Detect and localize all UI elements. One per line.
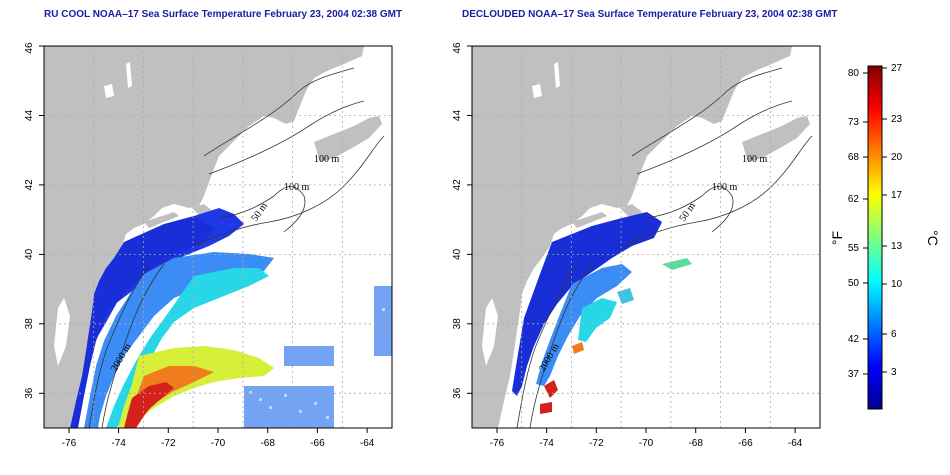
y-tick-label: 42: [24, 179, 35, 191]
x-tick-label: -64: [788, 438, 803, 449]
lat-lon-grid: [472, 46, 820, 428]
depth-label-100m: 100 m: [712, 182, 738, 193]
y-tick-label: 36: [452, 387, 463, 399]
x-tick-label: -76: [490, 438, 505, 449]
x-tick-label: -72: [589, 438, 604, 449]
celsius-tick-label: 10: [891, 279, 903, 290]
celsius-tick-label: 6: [891, 329, 897, 340]
lake: [104, 84, 114, 98]
sst-shelf-water: [536, 264, 632, 386]
y-tick-label: 44: [452, 110, 463, 122]
lat-lon-grid: [44, 46, 392, 428]
sst-gulf-stream-core: [124, 382, 174, 428]
fahrenheit-tick-label: 42: [848, 334, 860, 345]
sst-cold-water: [512, 212, 662, 396]
x-tick-label: -74: [111, 438, 126, 449]
axis-ticks: [467, 45, 796, 433]
x-tick-label: -70: [211, 438, 226, 449]
lake: [554, 62, 560, 88]
fahrenheit-tick-label: 37: [848, 369, 860, 380]
celsius-tick-label: 17: [891, 190, 903, 201]
fahrenheit-tick-label: 55: [848, 243, 860, 254]
x-tick-label: -68: [260, 438, 275, 449]
nova-scotia-land: [742, 116, 810, 162]
sst-coastal-water: [70, 216, 214, 428]
cloud-speckle: [249, 308, 385, 419]
celsius-tick-label: 23: [891, 114, 903, 125]
sst-gulf-stream-core: [544, 380, 558, 398]
right-panel-title: DECLOUDED NOAA–17 Sea Surface Temperatur…: [462, 9, 838, 20]
bathymetry-contours: [516, 67, 813, 428]
x-tick-label: -66: [738, 438, 753, 449]
celsius-unit-label: °C: [925, 230, 941, 246]
fahrenheit-unit-label: °F: [829, 231, 845, 245]
y-tick-label: 36: [24, 387, 35, 399]
long-island-land: [144, 212, 179, 228]
bathymetry-contours: [88, 67, 385, 428]
land-mass: [472, 46, 792, 428]
fahrenheit-tick-label: 62: [848, 194, 860, 205]
axis-ticks: [39, 45, 368, 433]
depth-label-100m: 100 m: [284, 182, 310, 193]
left-map-panel: 100 m 100 m 50 m 2000 m -76: [24, 42, 393, 449]
lake: [126, 62, 132, 88]
sst-cold-water: [92, 208, 244, 346]
fahrenheit-tick-label: 73: [848, 117, 860, 128]
chesapeake-bay: [482, 298, 498, 366]
left-panel-title: RU COOL NOAA–17 Sea Surface Temperature …: [44, 9, 403, 20]
cape-cod-land: [620, 204, 642, 218]
x-tick-label: -70: [639, 438, 654, 449]
land-mass: [44, 46, 364, 428]
celsius-tick-label: 13: [891, 241, 903, 252]
fahrenheit-tick-label: 80: [848, 68, 860, 79]
colorbar-gradient: [867, 65, 883, 410]
sst-warm-water: [118, 346, 274, 428]
celsius-tick-label: 20: [891, 152, 903, 163]
y-tick-label: 42: [452, 179, 463, 191]
colorbar-ticks: [863, 67, 887, 375]
sst-mid-water: [662, 258, 692, 270]
sst-warm-water: [572, 342, 584, 354]
fahrenheit-tick-label: 50: [848, 278, 860, 289]
y-tick-label: 40: [452, 248, 463, 260]
long-island-land: [572, 212, 607, 228]
chesapeake-bay: [54, 298, 70, 366]
x-tick-label: -72: [161, 438, 176, 449]
celsius-tick-label: 3: [891, 367, 897, 378]
x-tick-label: -66: [310, 438, 325, 449]
sst-gulf-stream: [126, 366, 214, 428]
y-tick-label: 44: [24, 110, 35, 122]
x-tick-label: -74: [539, 438, 554, 449]
y-tick-label: 46: [24, 42, 35, 54]
y-tick-label: 46: [452, 42, 463, 54]
fahrenheit-tick-label: 68: [848, 152, 860, 163]
y-tick-label: 40: [24, 248, 35, 260]
temperature-colorbar: 80 73 68 62 55 50 42 37 27 23 20 17 13 1…: [829, 63, 941, 410]
lake: [532, 84, 542, 98]
x-tick-label: -68: [688, 438, 703, 449]
depth-label-100m: 100 m: [314, 154, 340, 165]
x-tick-label: -64: [360, 438, 375, 449]
x-tick-label: -76: [62, 438, 77, 449]
right-map-panel: 100 m 100 m 50 m 2000 m -76 -74: [452, 42, 821, 449]
sst-mid-water: [106, 268, 269, 428]
y-tick-label: 38: [24, 318, 35, 330]
sst-mid-water: [578, 298, 617, 342]
depth-label-100m: 100 m: [742, 154, 768, 165]
y-tick-label: 38: [452, 318, 463, 330]
celsius-tick-label: 27: [891, 63, 903, 74]
sst-shelf-water: [84, 252, 274, 428]
sst-gulf-stream-core: [540, 402, 552, 414]
nova-scotia-land: [314, 116, 382, 162]
